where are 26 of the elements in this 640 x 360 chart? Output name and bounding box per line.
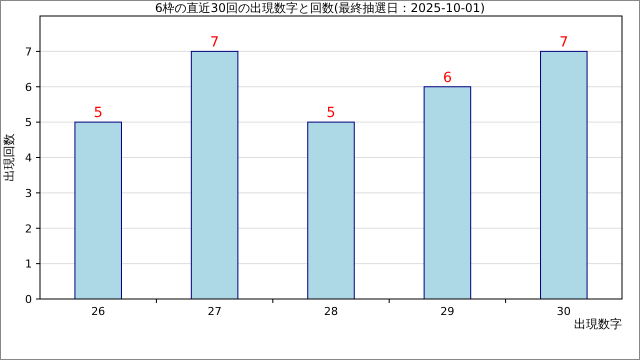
data-label: 5 [94, 105, 103, 122]
bar [307, 122, 355, 300]
data-label: 5 [326, 105, 336, 122]
x-tick-label: 29 [440, 305, 454, 318]
x-axis-title: 出現数字 [574, 317, 622, 331]
y-tick-label: 3 [25, 186, 32, 200]
data-label: 7 [210, 34, 220, 50]
x-tick-label: 26 [91, 305, 106, 318]
y-tick-label: 1 [25, 258, 32, 271]
y-tick-label: 4 [25, 152, 32, 164]
y-tick-label: 7 [25, 45, 32, 58]
y-tick-label: 2 [25, 222, 32, 236]
bar [74, 122, 122, 300]
chart-title: 6枠の直近30回の出現数字と回数(最終抽選日：2025-10-01) [154, 1, 486, 15]
bar [424, 86, 472, 300]
bar [190, 50, 238, 300]
y-tick-label: 5 [25, 116, 32, 130]
data-label: 6 [442, 70, 452, 86]
y-tick-label: 0 [25, 293, 32, 306]
y-axis-title: 出現回数 [2, 134, 16, 182]
bar [540, 50, 588, 300]
data-label: 7 [559, 34, 568, 50]
x-tick-label: 28 [324, 305, 338, 318]
x-tick-label: 30 [556, 305, 571, 318]
y-tick-label: 6 [25, 80, 32, 94]
x-tick-label: 27 [208, 305, 222, 318]
